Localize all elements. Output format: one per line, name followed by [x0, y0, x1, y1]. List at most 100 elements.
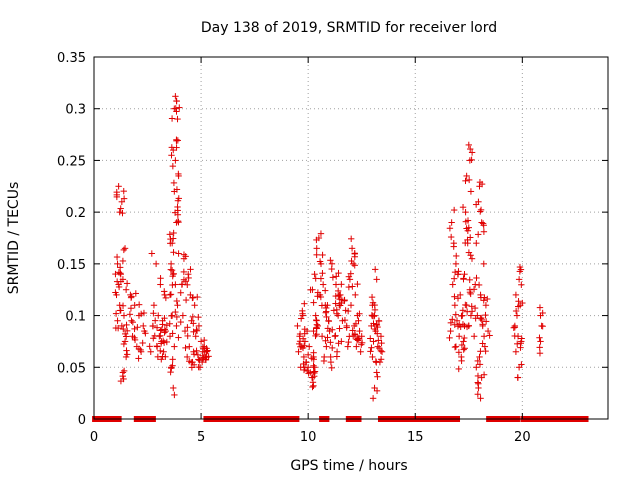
data-point	[473, 364, 480, 371]
data-point	[137, 346, 144, 354]
data-point	[462, 208, 469, 216]
x-tick-label: 15	[407, 430, 424, 445]
data-point	[467, 312, 475, 319]
data-point	[189, 294, 197, 301]
data-point	[378, 339, 385, 347]
data-point	[168, 364, 175, 372]
data-point	[480, 228, 488, 235]
data-point	[307, 286, 314, 294]
data-point	[120, 312, 128, 319]
data-point	[375, 337, 382, 344]
data-point	[486, 332, 493, 339]
data-point	[511, 324, 519, 331]
data-point	[176, 104, 183, 111]
data-point	[169, 281, 176, 289]
data-point	[157, 347, 164, 355]
data-point	[537, 338, 544, 345]
data-point	[454, 295, 462, 302]
data-point	[194, 293, 201, 301]
data-point	[308, 355, 316, 362]
data-point	[448, 219, 455, 226]
data-point	[455, 349, 463, 356]
data-point	[452, 343, 460, 350]
data-point	[367, 348, 374, 355]
data-point	[185, 274, 192, 282]
data-point	[447, 319, 455, 327]
data-point	[161, 314, 168, 322]
data-point	[370, 320, 377, 327]
data-point	[373, 369, 380, 376]
data-point	[345, 283, 353, 291]
data-point	[474, 357, 481, 365]
data-point	[474, 372, 482, 380]
data-point	[194, 351, 202, 359]
data-point	[370, 338, 377, 345]
data-point	[352, 291, 359, 299]
data-point	[116, 264, 124, 271]
data-point	[120, 340, 128, 348]
y-tick-label: 0.1	[65, 310, 86, 325]
data-point	[304, 351, 312, 359]
data-point	[129, 318, 137, 326]
data-point	[139, 339, 146, 347]
data-point	[163, 338, 171, 346]
data-point	[479, 321, 486, 328]
data-point	[476, 178, 484, 186]
data-point	[343, 324, 350, 331]
data-point	[299, 310, 306, 317]
data-point	[148, 250, 156, 257]
data-point	[303, 359, 310, 366]
data-point	[114, 260, 121, 268]
data-point	[192, 333, 199, 340]
data-point	[142, 330, 149, 337]
data-point	[123, 321, 130, 329]
data-point	[199, 343, 207, 351]
data-point	[163, 322, 171, 329]
data-point	[336, 302, 344, 309]
data-point	[328, 364, 335, 372]
chart-title: Day 138 of 2019, SRMTID for receiver lor…	[201, 20, 497, 36]
data-point	[203, 347, 211, 355]
data-point	[313, 245, 320, 252]
data-point	[357, 348, 364, 355]
data-point	[168, 152, 175, 159]
data-point	[180, 276, 188, 283]
data-point	[475, 281, 483, 289]
data-point	[169, 235, 177, 242]
data-point	[115, 283, 123, 291]
data-point	[314, 293, 321, 300]
data-point	[149, 322, 157, 330]
data-point	[461, 345, 468, 352]
data-point	[187, 266, 194, 273]
data-point	[179, 312, 187, 319]
data-point	[120, 195, 128, 202]
data-point	[347, 235, 355, 243]
data-point	[119, 257, 127, 265]
data-point	[471, 304, 479, 312]
data-point	[116, 208, 123, 216]
data-point	[297, 315, 305, 322]
data-point	[200, 354, 207, 361]
data-point	[475, 380, 482, 387]
data-point	[180, 268, 188, 276]
data-point	[319, 251, 326, 259]
data-point	[162, 327, 169, 335]
data-point	[311, 271, 318, 278]
data-point	[351, 253, 359, 260]
data-point	[113, 253, 121, 261]
data-point	[175, 170, 182, 178]
data-point	[460, 346, 467, 353]
data-point	[327, 257, 334, 264]
data-point	[480, 297, 487, 304]
data-point	[536, 344, 543, 351]
data-point	[117, 205, 124, 212]
data-point	[328, 260, 336, 267]
x-tick-label: 5	[197, 430, 205, 445]
data-point	[369, 353, 376, 361]
data-point	[462, 177, 469, 185]
data-point	[312, 275, 319, 282]
data-point	[477, 206, 485, 214]
data-point	[536, 350, 544, 357]
data-point	[112, 289, 119, 296]
